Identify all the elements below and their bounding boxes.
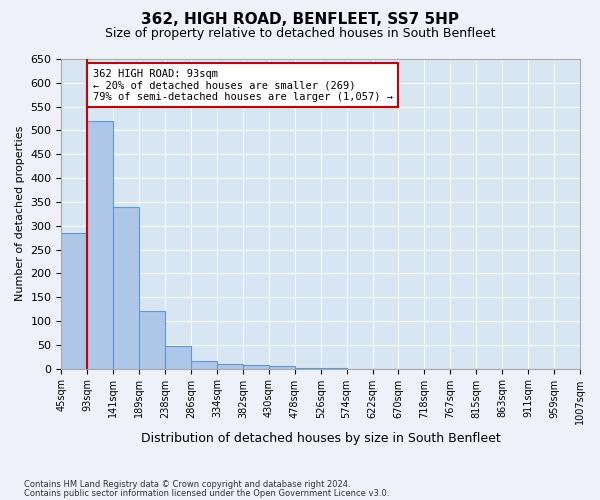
- Bar: [243, 365, 269, 368]
- Bar: [165, 346, 191, 368]
- Bar: [61, 233, 88, 368]
- Bar: [191, 362, 217, 368]
- Bar: [217, 364, 243, 368]
- Bar: [269, 366, 295, 368]
- X-axis label: Distribution of detached houses by size in South Benfleet: Distribution of detached houses by size …: [141, 432, 500, 445]
- Text: Size of property relative to detached houses in South Benfleet: Size of property relative to detached ho…: [105, 28, 495, 40]
- Bar: [113, 206, 139, 368]
- Text: Contains HM Land Registry data © Crown copyright and database right 2024.: Contains HM Land Registry data © Crown c…: [24, 480, 350, 489]
- Text: 362, HIGH ROAD, BENFLEET, SS7 5HP: 362, HIGH ROAD, BENFLEET, SS7 5HP: [141, 12, 459, 28]
- Text: 362 HIGH ROAD: 93sqm
← 20% of detached houses are smaller (269)
79% of semi-deta: 362 HIGH ROAD: 93sqm ← 20% of detached h…: [92, 68, 392, 102]
- Bar: [139, 312, 165, 368]
- Bar: [88, 121, 113, 368]
- Text: Contains public sector information licensed under the Open Government Licence v3: Contains public sector information licen…: [24, 488, 389, 498]
- Y-axis label: Number of detached properties: Number of detached properties: [15, 126, 25, 302]
